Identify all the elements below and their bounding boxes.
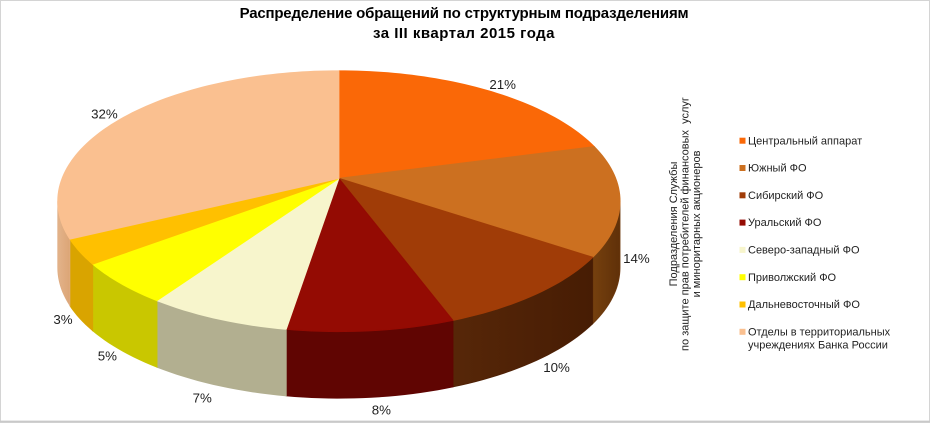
- svg-text:14%: 14%: [623, 251, 650, 266]
- svg-text:Дальневосточный ФО: Дальневосточный ФО: [748, 299, 860, 311]
- svg-text:Центральный аппарат: Центральный аппарат: [748, 135, 862, 147]
- svg-text:Приволжский ФО: Приволжский ФО: [748, 272, 837, 284]
- svg-text:Уральский ФО: Уральский ФО: [748, 217, 822, 229]
- svg-text:5%: 5%: [98, 349, 117, 364]
- svg-text:по защите прав потребителей фи: по защите прав потребителей финансовых у…: [680, 97, 692, 351]
- svg-text:Распределение обращений по стр: Распределение обращений по структурным п…: [240, 5, 689, 22]
- svg-text:Южный ФО: Южный ФО: [748, 163, 807, 175]
- svg-text:Сибирский ФО: Сибирский ФО: [748, 190, 824, 202]
- svg-text:7%: 7%: [193, 391, 212, 406]
- svg-text:32%: 32%: [91, 106, 118, 121]
- svg-text:Подразделения Службы: Подразделения Службы: [668, 162, 680, 287]
- svg-text:21%: 21%: [489, 77, 516, 92]
- svg-text:учреждениях Банка России: учреждениях Банка России: [748, 340, 888, 352]
- svg-text:Отделы в территориальных: Отделы в территориальных: [748, 326, 891, 338]
- svg-text:3%: 3%: [53, 312, 72, 327]
- svg-text:за III квартал 2015 года: за III квартал 2015 года: [373, 25, 555, 42]
- svg-text:и миноритарных акционеров: и миноритарных акционеров: [691, 150, 703, 297]
- svg-text:Северо-западный ФО: Северо-западный ФО: [748, 245, 860, 257]
- svg-text:8%: 8%: [372, 403, 391, 418]
- svg-text:10%: 10%: [543, 360, 570, 375]
